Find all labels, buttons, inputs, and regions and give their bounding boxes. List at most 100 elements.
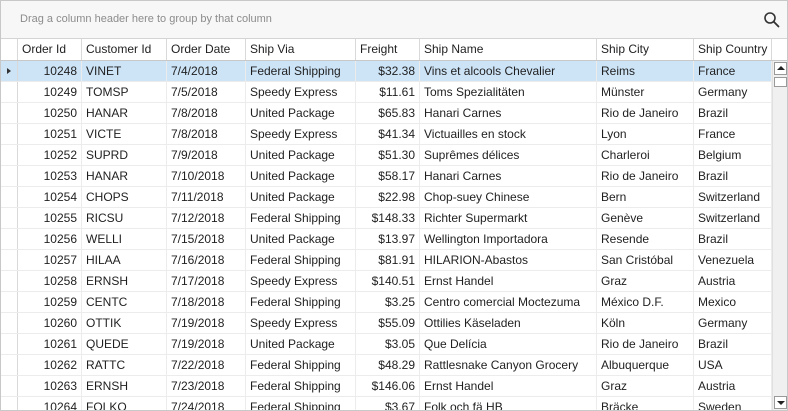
row-indicator[interactable] xyxy=(1,292,18,312)
cell-customer-id[interactable]: RICSU xyxy=(82,208,167,228)
table-row[interactable]: 10264 FOLKO 7/24/2018 Federal Shipping $3.67… xyxy=(1,397,772,410)
cell-customer-id[interactable]: ERNSH xyxy=(82,271,167,291)
cell-ship-city[interactable]: Charleroi xyxy=(597,145,694,165)
table-row[interactable]: 10248 VINET 7/4/2018 Federal Shipping $32.38… xyxy=(1,61,772,82)
row-indicator[interactable] xyxy=(1,166,18,186)
cell-ship-city[interactable]: Münster xyxy=(597,82,694,102)
cell-order-id[interactable]: 10264 xyxy=(18,397,82,410)
cell-customer-id[interactable]: ERNSH xyxy=(82,376,167,396)
table-row[interactable]: 10250 HANAR 7/8/2018 United Package $65.83 Ha… xyxy=(1,103,772,124)
cell-ship-via[interactable]: Federal Shipping xyxy=(246,292,356,312)
cell-freight[interactable]: $48.29 xyxy=(356,355,420,375)
cell-order-id[interactable]: 10263 xyxy=(18,376,82,396)
row-indicator[interactable] xyxy=(1,61,18,81)
cell-order-date[interactable]: 7/24/2018 xyxy=(167,397,246,410)
column-header-order-date[interactable]: Order Date xyxy=(167,39,246,60)
cell-ship-city[interactable]: San Cristóbal xyxy=(597,250,694,270)
cell-freight[interactable]: $51.30 xyxy=(356,145,420,165)
cell-ship-country[interactable]: Belgium xyxy=(694,145,772,165)
cell-ship-name[interactable]: Hanari Carnes xyxy=(420,103,597,123)
cell-ship-via[interactable]: Speedy Express xyxy=(246,313,356,333)
scroll-down-button[interactable] xyxy=(774,396,787,409)
cell-order-date[interactable]: 7/16/2018 xyxy=(167,250,246,270)
cell-freight[interactable]: $32.38 xyxy=(356,61,420,81)
cell-ship-country[interactable]: Switzerland xyxy=(694,187,772,207)
cell-ship-city[interactable]: Rio de Janeiro xyxy=(597,166,694,186)
column-header-order-id[interactable]: Order Id xyxy=(18,39,82,60)
cell-ship-city[interactable]: Bräcke xyxy=(597,397,694,410)
row-indicator[interactable] xyxy=(1,124,18,144)
cell-customer-id[interactable]: HANAR xyxy=(82,103,167,123)
cell-ship-country[interactable]: France xyxy=(694,61,772,81)
row-indicator[interactable] xyxy=(1,145,18,165)
table-row[interactable]: 10258 ERNSH 7/17/2018 Speedy Express $140.51… xyxy=(1,271,772,292)
cell-ship-via[interactable]: Speedy Express xyxy=(246,124,356,144)
row-indicator[interactable] xyxy=(1,103,18,123)
cell-ship-via[interactable]: United Package xyxy=(246,103,356,123)
cell-ship-via[interactable]: United Package xyxy=(246,187,356,207)
cell-ship-via[interactable]: Federal Shipping xyxy=(246,355,356,375)
row-indicator[interactable] xyxy=(1,187,18,207)
cell-order-id[interactable]: 10261 xyxy=(18,334,82,354)
row-indicator[interactable] xyxy=(1,355,18,375)
row-indicator[interactable] xyxy=(1,82,18,102)
cell-customer-id[interactable]: CENTC xyxy=(82,292,167,312)
cell-ship-via[interactable]: United Package xyxy=(246,145,356,165)
cell-freight[interactable]: $3.05 xyxy=(356,334,420,354)
cell-order-id[interactable]: 10256 xyxy=(18,229,82,249)
cell-ship-name[interactable]: Toms Spezialitäten xyxy=(420,82,597,102)
cell-ship-country[interactable]: Austria xyxy=(694,376,772,396)
cell-ship-via[interactable]: United Package xyxy=(246,334,356,354)
cell-ship-name[interactable]: Suprêmes délices xyxy=(420,145,597,165)
cell-ship-name[interactable]: Hanari Carnes xyxy=(420,166,597,186)
cell-order-date[interactable]: 7/11/2018 xyxy=(167,187,246,207)
cell-order-date[interactable]: 7/10/2018 xyxy=(167,166,246,186)
cell-order-date[interactable]: 7/12/2018 xyxy=(167,208,246,228)
cell-ship-via[interactable]: Speedy Express xyxy=(246,271,356,291)
cell-customer-id[interactable]: RATTC xyxy=(82,355,167,375)
cell-freight[interactable]: $3.25 xyxy=(356,292,420,312)
cell-ship-name[interactable]: Que Delícia xyxy=(420,334,597,354)
cell-order-date[interactable]: 7/9/2018 xyxy=(167,145,246,165)
vertical-scrollbar[interactable] xyxy=(772,61,787,410)
cell-freight[interactable]: $22.98 xyxy=(356,187,420,207)
cell-customer-id[interactable]: CHOPS xyxy=(82,187,167,207)
cell-ship-country[interactable]: Brazil xyxy=(694,103,772,123)
row-indicator[interactable] xyxy=(1,376,18,396)
cell-ship-country[interactable]: Germany xyxy=(694,82,772,102)
cell-customer-id[interactable]: SUPRD xyxy=(82,145,167,165)
cell-ship-via[interactable]: Federal Shipping xyxy=(246,376,356,396)
cell-ship-via[interactable]: United Package xyxy=(246,166,356,186)
scroll-thumb[interactable] xyxy=(774,77,787,87)
column-header-ship-country[interactable]: Ship Country xyxy=(694,39,772,60)
cell-ship-city[interactable]: Graz xyxy=(597,271,694,291)
cell-ship-city[interactable]: Resende xyxy=(597,229,694,249)
cell-ship-city[interactable]: Bern xyxy=(597,187,694,207)
cell-ship-city[interactable]: Albuquerque xyxy=(597,355,694,375)
cell-ship-name[interactable]: Victuailles en stock xyxy=(420,124,597,144)
row-indicator[interactable] xyxy=(1,208,18,228)
cell-ship-city[interactable]: Rio de Janeiro xyxy=(597,103,694,123)
cell-ship-country[interactable]: Mexico xyxy=(694,292,772,312)
cell-ship-via[interactable]: Speedy Express xyxy=(246,82,356,102)
cell-customer-id[interactable]: FOLKO xyxy=(82,397,167,410)
cell-order-id[interactable]: 10250 xyxy=(18,103,82,123)
cell-ship-country[interactable]: Germany xyxy=(694,313,772,333)
cell-order-id[interactable]: 10251 xyxy=(18,124,82,144)
cell-customer-id[interactable]: HANAR xyxy=(82,166,167,186)
cell-order-id[interactable]: 10249 xyxy=(18,82,82,102)
cell-ship-name[interactable]: Ottilies Käseladen xyxy=(420,313,597,333)
cell-ship-name[interactable]: HILARION-Abastos xyxy=(420,250,597,270)
table-row[interactable]: 10263 ERNSH 7/23/2018 Federal Shipping $146.… xyxy=(1,376,772,397)
cell-ship-country[interactable]: Brazil xyxy=(694,166,772,186)
cell-order-date[interactable]: 7/19/2018 xyxy=(167,313,246,333)
cell-ship-name[interactable]: Richter Supermarkt xyxy=(420,208,597,228)
cell-order-date[interactable]: 7/8/2018 xyxy=(167,124,246,144)
cell-freight[interactable]: $65.83 xyxy=(356,103,420,123)
cell-order-id[interactable]: 10248 xyxy=(18,61,82,81)
table-row[interactable]: 10260 OTTIK 7/19/2018 Speedy Express $55.09 O… xyxy=(1,313,772,334)
cell-customer-id[interactable]: HILAA xyxy=(82,250,167,270)
cell-ship-country[interactable]: Austria xyxy=(694,271,772,291)
cell-freight[interactable]: $148.33 xyxy=(356,208,420,228)
cell-order-date[interactable]: 7/19/2018 xyxy=(167,334,246,354)
